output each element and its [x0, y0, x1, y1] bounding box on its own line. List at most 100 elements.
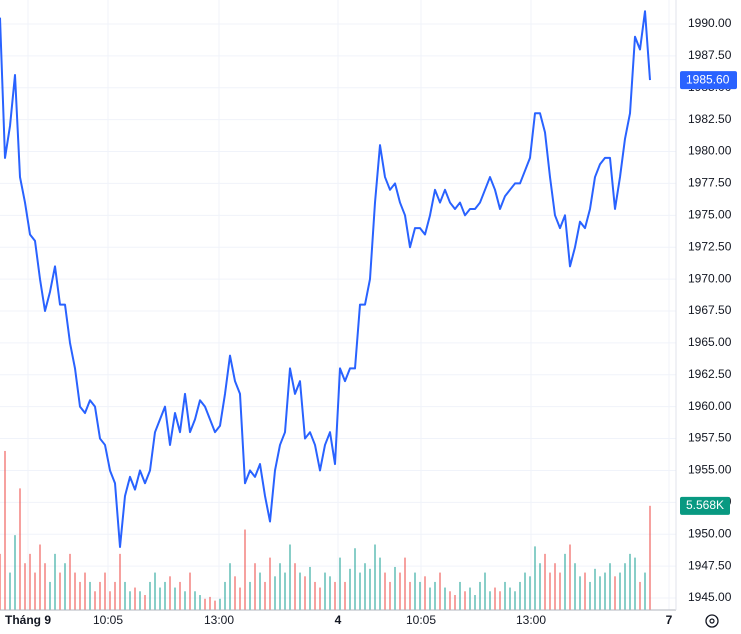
volume-bar: [464, 591, 466, 610]
volume-bar: [34, 572, 36, 610]
last-price-label: 1985.60: [686, 72, 730, 86]
volume-bar: [9, 572, 11, 610]
volume-bar: [519, 581, 521, 610]
volume-bar: [279, 563, 281, 610]
volume-bar: [619, 572, 621, 610]
volume-bar: [119, 553, 121, 610]
volume-bar: [249, 581, 251, 610]
volume-bar: [229, 563, 231, 610]
volume-bar: [44, 563, 46, 610]
volume-bar: [174, 587, 176, 610]
volume-bar: [304, 576, 306, 610]
volume-bar: [109, 591, 111, 610]
y-tick-label: 1982.50: [688, 112, 732, 126]
x-tick-label: 10:05: [93, 613, 123, 627]
settings-icon[interactable]: [705, 614, 719, 628]
volume-bar: [179, 581, 181, 610]
last-price-box: [680, 71, 737, 90]
volume-bar: [569, 544, 571, 610]
volume-bar: [364, 563, 366, 610]
volume-bar: [484, 572, 486, 610]
volume-bar: [204, 598, 206, 610]
volume-bar: [384, 572, 386, 610]
volume-bar: [139, 591, 141, 610]
volume-bar: [194, 591, 196, 610]
volume-bar: [454, 595, 456, 610]
volume-bar: [284, 572, 286, 610]
volume-bar: [189, 572, 191, 610]
volume-bar: [609, 563, 611, 610]
volume-bar: [424, 576, 426, 610]
price-line: [0, 10, 651, 548]
volume-bar: [69, 553, 71, 610]
volume-bar: [459, 581, 461, 610]
volume-bar: [294, 563, 296, 610]
volume-bar: [39, 544, 41, 610]
y-tick-label: 1977.50: [688, 176, 732, 190]
volume-bar: [24, 563, 26, 610]
volume-bar: [54, 553, 56, 610]
volume-bar: [14, 535, 16, 610]
volume-bar: [434, 581, 436, 610]
x-tick-label: 7: [666, 613, 673, 627]
x-tick-label: Tháng 9: [5, 613, 51, 627]
volume-bar: [259, 572, 261, 610]
last-volume-label: 5.568K: [686, 498, 724, 512]
volume-bar: [419, 581, 421, 610]
volume-bar: [79, 581, 81, 610]
volume-bar: [104, 572, 106, 610]
volume-bar: [389, 581, 391, 610]
volume-bar: [524, 572, 526, 610]
y-tick-label: 1957.50: [688, 431, 732, 445]
volume-bar: [324, 572, 326, 610]
volume-bar: [574, 563, 576, 610]
volume-bar: [99, 581, 101, 610]
volume-bar: [289, 544, 291, 610]
y-tick-label: 1970.00: [688, 271, 732, 285]
volume-bar: [164, 581, 166, 610]
volume-bar: [534, 546, 536, 610]
volume-bar: [144, 595, 146, 610]
y-tick-label: 1965.00: [688, 335, 732, 349]
volume-bar: [244, 529, 246, 610]
volume-bar: [429, 587, 431, 610]
volume-bar: [449, 591, 451, 610]
volume-bar: [589, 581, 591, 610]
volume-bar: [4, 450, 6, 610]
volume-bar: [644, 572, 646, 610]
volume-bar: [594, 568, 596, 610]
volume-bar: [354, 548, 356, 610]
volume-bar: [579, 576, 581, 610]
last-volume-box: [680, 496, 730, 515]
y-tick-label: 1962.50: [688, 367, 732, 381]
volume-bar: [469, 587, 471, 610]
y-tick-label: 1980.00: [688, 144, 732, 158]
volume-bar: [344, 581, 346, 610]
volume-bar: [169, 576, 171, 610]
volume-bar: [394, 566, 396, 610]
volume-bar: [329, 576, 331, 610]
volume-bar: [214, 600, 216, 610]
volume-bar: [604, 572, 606, 610]
volume-bar: [274, 576, 276, 610]
volume-bar: [149, 581, 151, 610]
volume-bar: [129, 591, 131, 610]
volume-bar: [399, 572, 401, 610]
volume-bar: [19, 488, 21, 610]
volume-bar: [114, 581, 116, 610]
volume-bar: [29, 553, 31, 610]
volume-bar: [264, 581, 266, 610]
volume-bar: [504, 581, 506, 610]
volume-bar: [334, 581, 336, 610]
volume-bar: [599, 576, 601, 610]
y-tick-label: 1967.50: [688, 303, 732, 317]
y-tick-label: 1990.00: [688, 16, 732, 30]
settings-button[interactable]: [705, 614, 719, 628]
volume-bar: [649, 505, 651, 610]
volume-bar: [414, 572, 416, 610]
x-tick-label: 10:05: [406, 613, 436, 627]
volume-bar: [314, 581, 316, 610]
volume-bar: [64, 563, 66, 610]
y-tick-label: 1987.50: [688, 48, 732, 62]
